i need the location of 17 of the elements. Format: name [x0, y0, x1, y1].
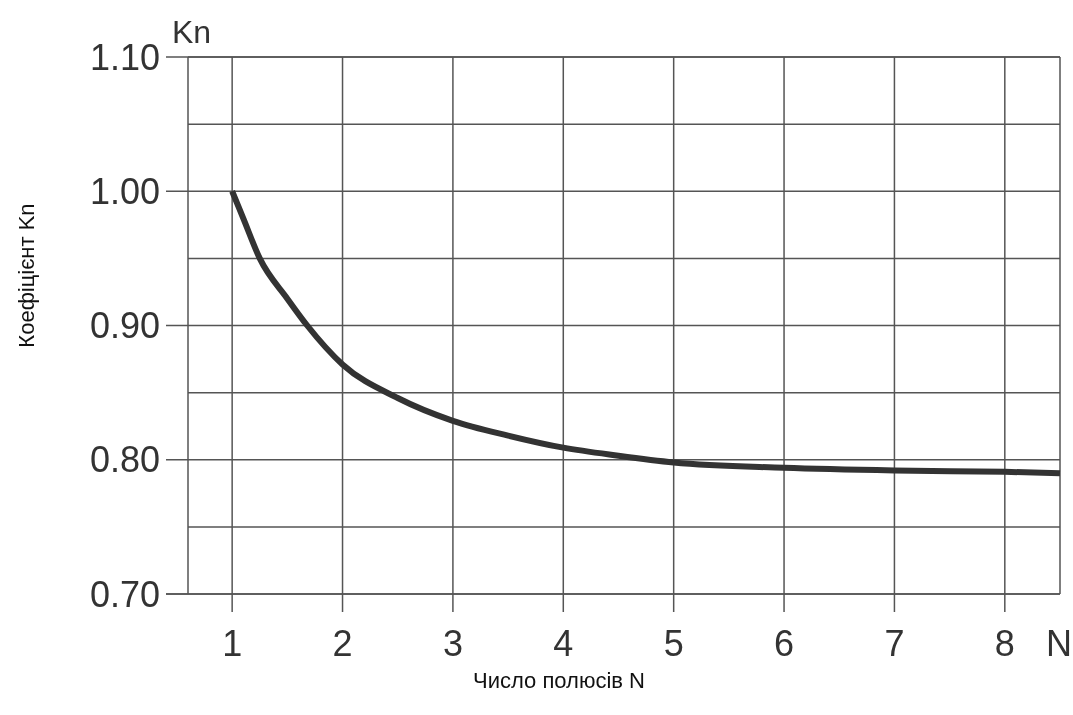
- x-tick-label: 2: [332, 623, 353, 664]
- x-tick-label: 1: [222, 623, 243, 664]
- x-axis-title: Число полюсів N: [473, 668, 645, 693]
- x-tick-label: 7: [884, 623, 905, 664]
- text: N: [1046, 623, 1072, 664]
- y-tick-label: 1.10: [89, 36, 160, 78]
- x-tick-label: 4: [553, 623, 574, 664]
- y-tick-label: 0.90: [89, 305, 160, 347]
- y-tick-label: 0.80: [89, 439, 160, 481]
- x-tick-label: 3: [442, 623, 463, 664]
- text: Kn: [172, 14, 212, 50]
- y-axis-title: Коефіцієнт Kn: [14, 203, 39, 348]
- y-tick-label: 0.70: [89, 573, 160, 615]
- x-tick-label: 6: [774, 623, 795, 664]
- x-tick-label: 8: [994, 623, 1015, 664]
- y-tick-label: 1.00: [89, 170, 160, 212]
- x-tick-label: 5: [663, 623, 684, 664]
